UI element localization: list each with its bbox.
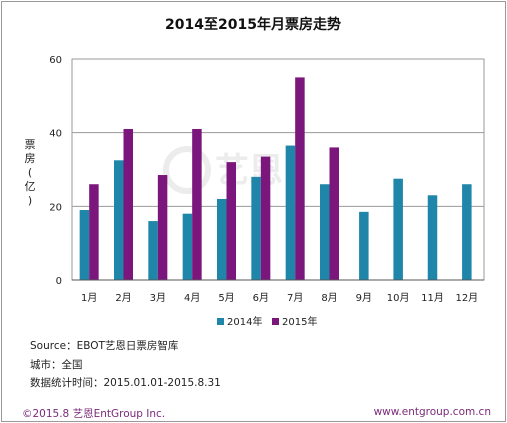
city-note: 城市：全国: [30, 359, 83, 371]
watermark-text: 艺恩: [215, 151, 283, 191]
x-tick-label: 10月: [387, 292, 410, 304]
watermark-logo: 艺恩: [163, 146, 283, 194]
website-link[interactable]: www.entgroup.com.cn: [373, 406, 491, 418]
x-tick-label: 8月: [321, 292, 337, 304]
source-note: Source：EBOT艺恩日票房智库: [30, 340, 179, 352]
y-tick-label: 0: [56, 276, 62, 287]
bar-2015年-5月: [226, 162, 236, 280]
bar-2015年-2月: [123, 128, 133, 280]
legend-swatch: [272, 318, 279, 325]
bar-2014年-9月: [359, 211, 369, 280]
bar-2015年-1月: [89, 184, 99, 280]
bar-2014年-5月: [217, 198, 227, 280]
x-tick-label: 5月: [218, 292, 234, 304]
bar-2014年-1月: [79, 210, 90, 280]
bar-2014年-4月: [182, 213, 193, 280]
x-tick-label: 4月: [184, 292, 200, 304]
y-axis-label-char: 房: [25, 152, 36, 165]
bar-2014年-12月: [462, 184, 472, 280]
y-tick-label: 20: [49, 202, 62, 213]
x-tick-label: 12月: [455, 292, 478, 304]
copyright-text: ©2015.8 艺恩EntGroup Inc.: [22, 408, 166, 420]
watermark-circle: [163, 146, 211, 194]
x-tick-label: 7月: [287, 292, 303, 304]
bar-2015年-8月: [329, 147, 339, 280]
y-axis-label-char: (: [28, 166, 32, 179]
bar-2015年-3月: [157, 175, 168, 280]
bar-2014年-8月: [320, 184, 330, 280]
y-axis-label-char: ): [28, 194, 32, 207]
x-tick-label: 2月: [115, 292, 131, 304]
bar-2014年-7月: [285, 145, 296, 280]
x-tick-label: 11月: [421, 292, 444, 304]
y-axis-label-char: 票: [25, 138, 36, 151]
legend-swatch: [217, 318, 224, 325]
x-tick-label: 6月: [253, 292, 269, 304]
bar-2014年-2月: [114, 160, 124, 280]
axes: 0 20 40 60 1月 2月 3月 4月 5月 6月 7月 8月 9月 10月 11月 12月: [49, 55, 485, 304]
x-tick-label: 1月: [81, 292, 97, 304]
y-tick-label: 60: [49, 55, 62, 66]
period-note: 数据统计时间：2015.01.01-2015.8.31: [30, 377, 221, 389]
x-tick-label: 9月: [356, 292, 372, 304]
legend-label: 2015年: [282, 315, 317, 328]
y-axis-label-char: 亿: [25, 180, 36, 193]
y-tick-label: 40: [49, 129, 62, 140]
bar-2014年-3月: [148, 221, 158, 280]
y-axis-label: 票房(亿): [25, 138, 36, 207]
bars: [79, 77, 472, 281]
bar-2015年-4月: [192, 128, 202, 280]
legend: 2014年 2015年: [217, 315, 317, 328]
bar-2015年-6月: [260, 156, 271, 280]
bar-2014年-6月: [251, 176, 261, 280]
x-tick-label: 3月: [150, 292, 166, 304]
bar-2015年-7月: [295, 77, 305, 281]
chart-title: 2014至2015年月票房走势: [165, 16, 341, 33]
legend-label: 2014年: [227, 315, 262, 328]
bar-2014年-11月: [427, 195, 438, 280]
bar-2014年-10月: [393, 178, 403, 280]
